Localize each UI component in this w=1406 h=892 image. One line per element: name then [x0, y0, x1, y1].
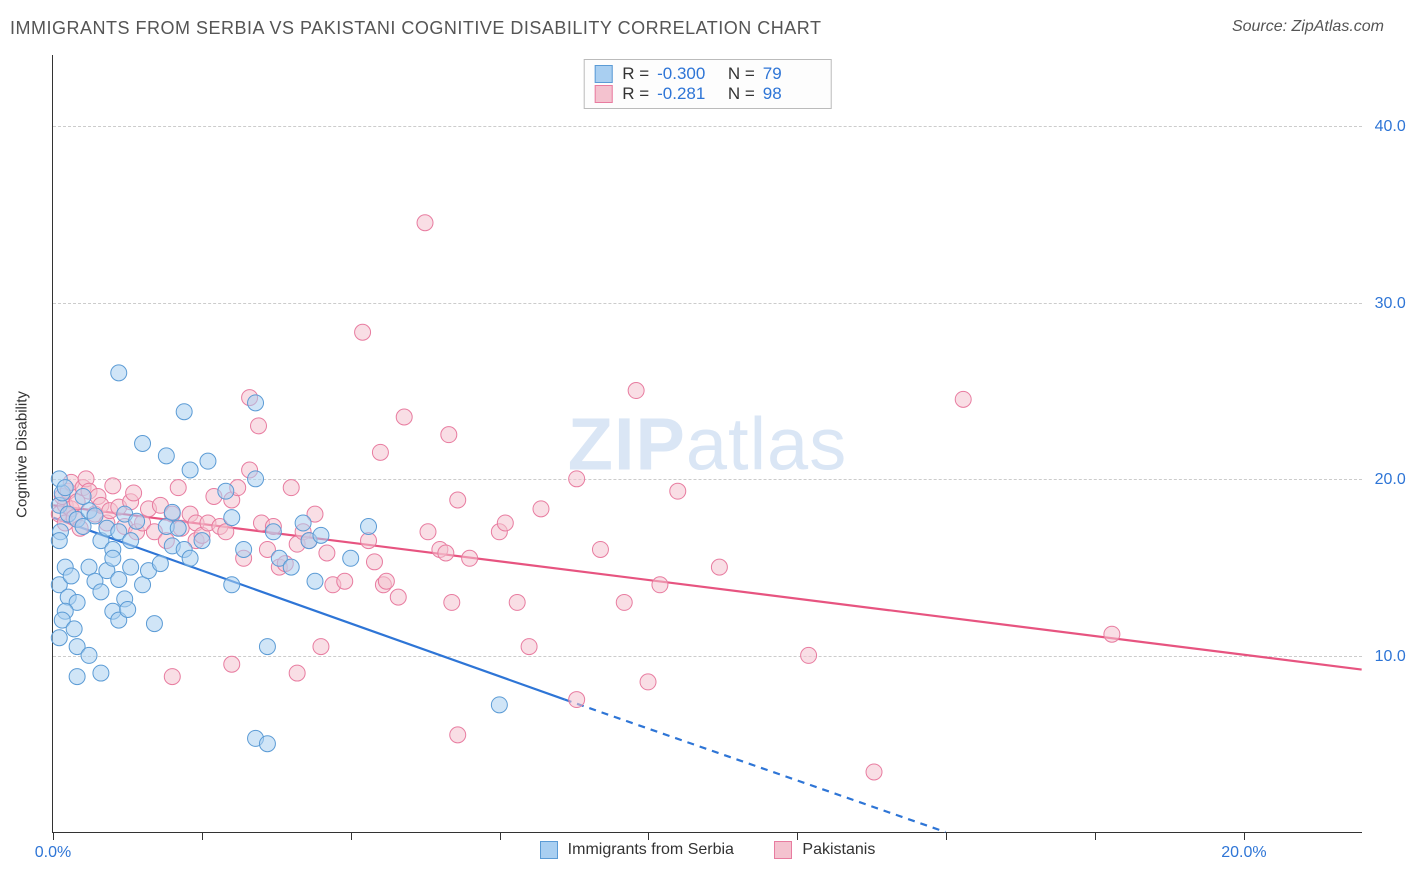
- legend-item-pakistani: Pakistanis: [774, 841, 875, 859]
- scatter-points: [53, 55, 1362, 832]
- swatch-pakistani: [774, 841, 792, 859]
- y-tick-label: 30.0%: [1375, 295, 1406, 313]
- legend-label-serbia: Immigrants from Serbia: [568, 841, 734, 859]
- y-axis-title: Cognitive Disability: [14, 391, 31, 518]
- legend-row-serbia: R = -0.300 N = 79: [594, 64, 821, 84]
- legend-item-serbia: Immigrants from Serbia: [540, 841, 734, 859]
- watermark-bold: ZIP: [568, 402, 686, 485]
- legend-n-serbia: 79: [763, 64, 821, 84]
- legend-stats: R = -0.300 N = 79 R = -0.281 N = 98: [583, 59, 832, 109]
- watermark-light: atlas: [686, 402, 847, 485]
- legend-n-label: N =: [723, 84, 755, 104]
- legend-r-pakistani: -0.281: [657, 84, 715, 104]
- legend-row-pakistani: R = -0.281 N = 98: [594, 84, 821, 104]
- legend-bottom: Immigrants from Serbia Pakistanis: [53, 841, 1362, 864]
- legend-r-serbia: -0.300: [657, 64, 715, 84]
- swatch-pakistani: [594, 85, 612, 103]
- legend-r-label: R =: [622, 64, 649, 84]
- swatch-serbia: [594, 65, 612, 83]
- trend-lines: [53, 55, 1362, 832]
- legend-n-label: N =: [723, 64, 755, 84]
- plot-area: ZIPatlas 10.0%20.0%30.0%40.0% 0.0%20.0% …: [52, 55, 1362, 833]
- legend-label-pakistani: Pakistanis: [802, 841, 875, 859]
- swatch-serbia: [540, 841, 558, 859]
- watermark: ZIPatlas: [568, 401, 847, 486]
- source-label: Source: ZipAtlas.com: [1232, 18, 1384, 36]
- y-tick-label: 10.0%: [1375, 648, 1406, 666]
- legend-n-pakistani: 98: [763, 84, 821, 104]
- legend-r-label: R =: [622, 84, 649, 104]
- chart-title: IMMIGRANTS FROM SERBIA VS PAKISTANI COGN…: [10, 18, 821, 39]
- y-tick-label: 20.0%: [1375, 471, 1406, 489]
- y-tick-label: 40.0%: [1375, 118, 1406, 136]
